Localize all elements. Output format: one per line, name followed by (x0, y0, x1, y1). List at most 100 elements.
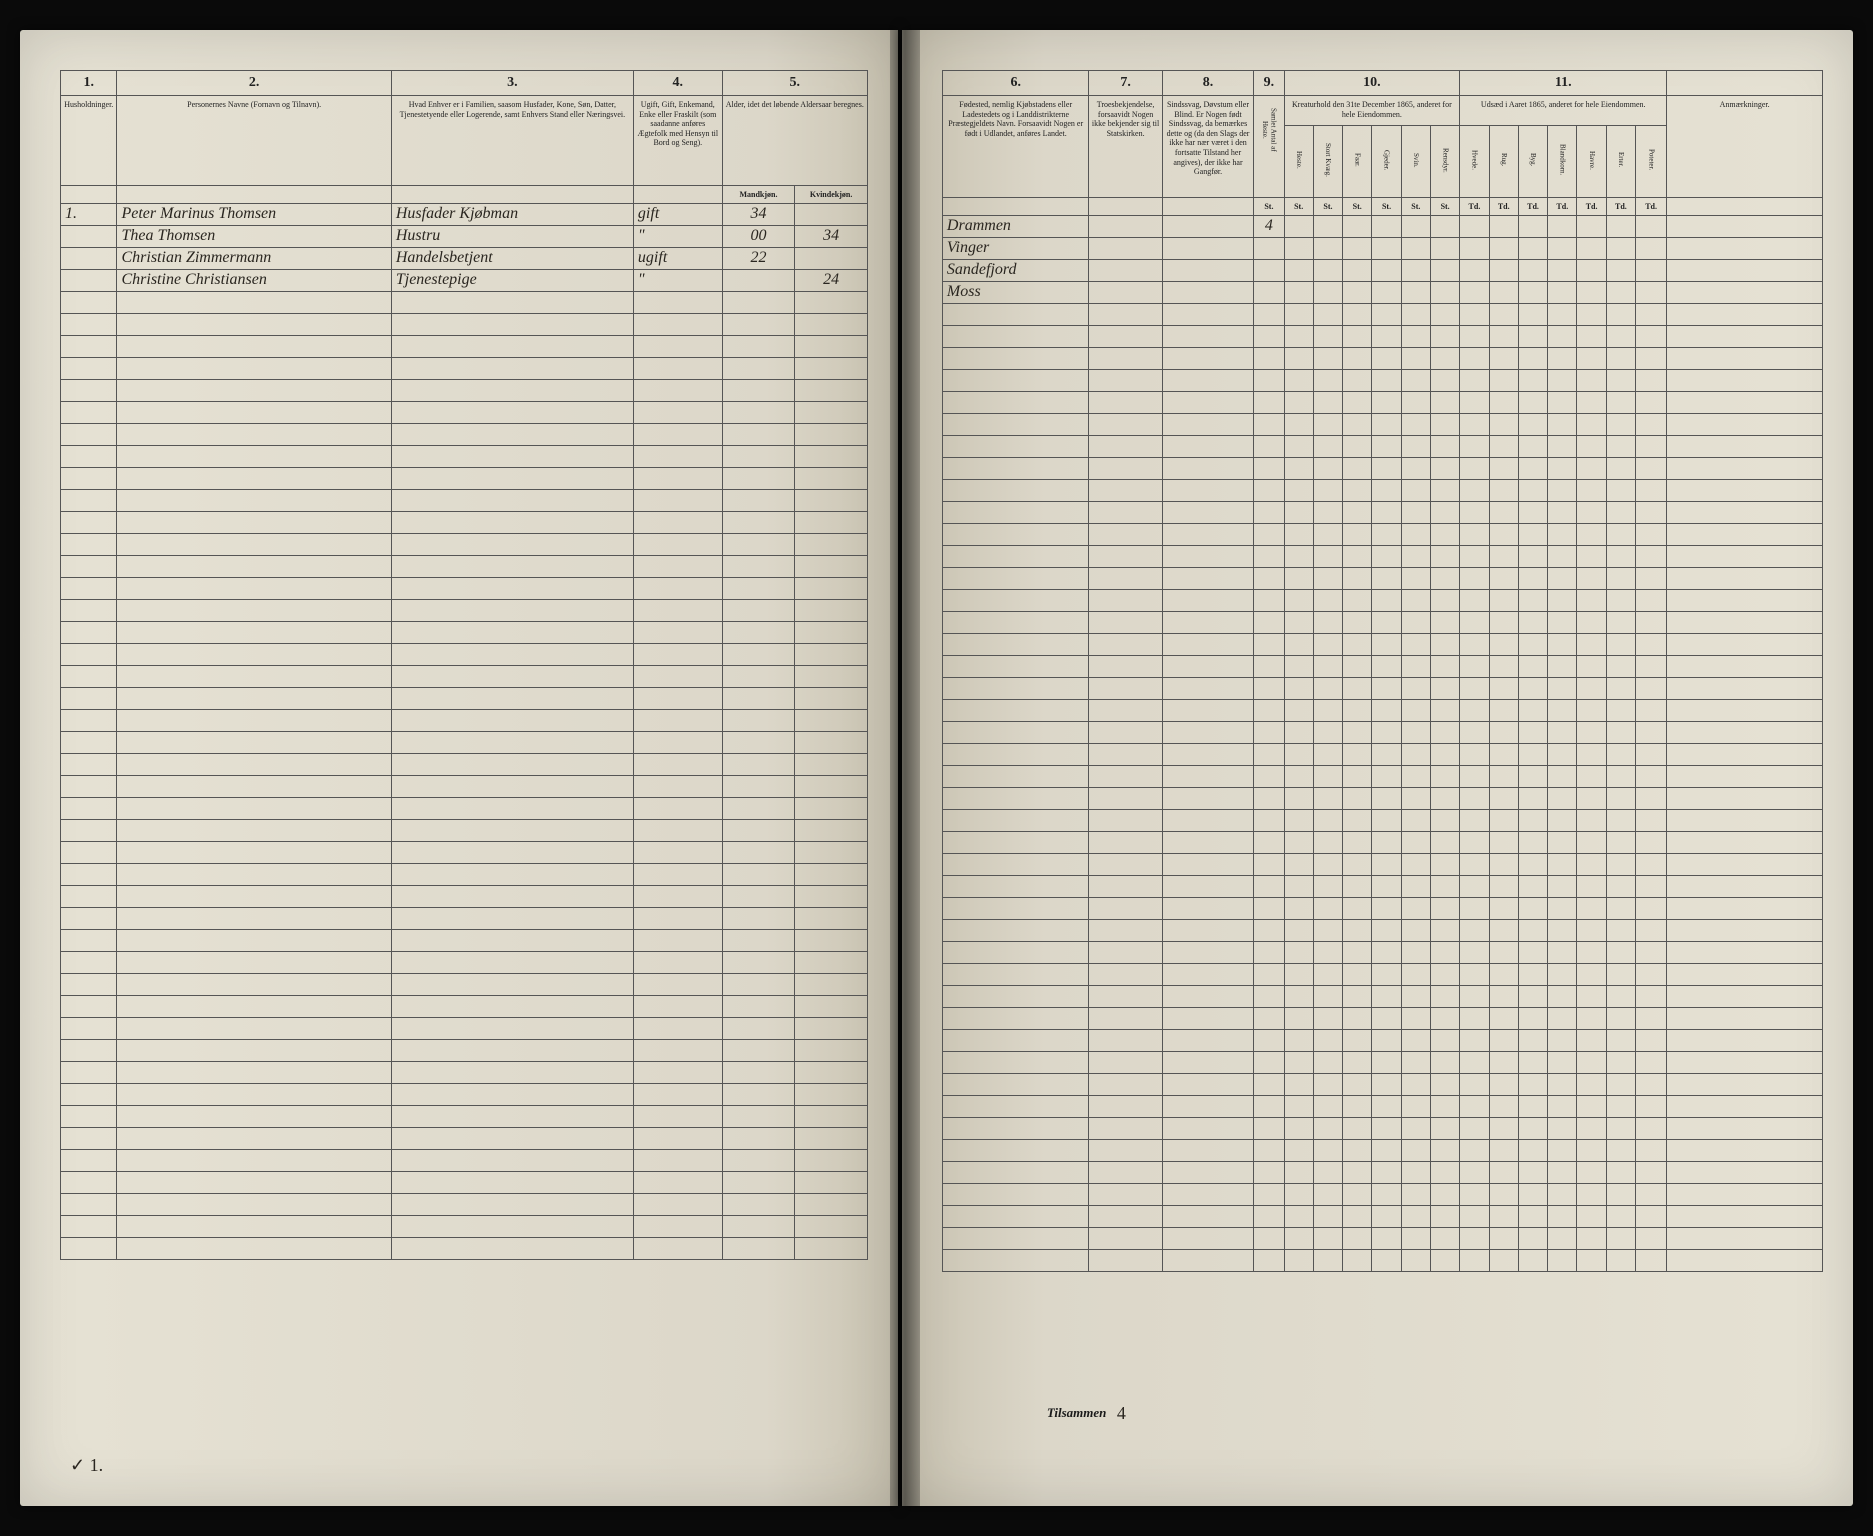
cell (1577, 281, 1606, 303)
cell (1518, 281, 1547, 303)
cell (1460, 215, 1489, 237)
cell-age_m: 34 (722, 204, 795, 226)
cell-age_k: 24 (795, 270, 868, 292)
col10-num: 10. (1284, 71, 1460, 96)
col2-header: Personernes Navne (Fornavn og Tilnavn). (117, 96, 391, 186)
empty-row (942, 1073, 1822, 1095)
empty-row (61, 644, 868, 666)
empty-row (942, 1183, 1822, 1205)
empty-row (942, 1007, 1822, 1029)
col9-header: Samlet Antal af Heste. (1254, 96, 1284, 198)
empty-row (942, 633, 1822, 655)
cell (1401, 237, 1430, 259)
cell-hh (61, 226, 117, 248)
cell (1518, 237, 1547, 259)
empty-row (61, 886, 868, 908)
cell-role: Hustru (391, 226, 633, 248)
cell (1089, 237, 1162, 259)
col11-unit: Td. (1489, 197, 1518, 215)
cell-role: Tjenestepige (391, 270, 633, 292)
empty-row (61, 446, 868, 468)
empty-row (942, 721, 1822, 743)
col3-header: Hvad Enhver er i Familien, saasom Husfad… (391, 96, 633, 186)
cell-age_k (795, 248, 868, 270)
empty-row (942, 1117, 1822, 1139)
right-footer-label: Tilsammen (1047, 1405, 1106, 1421)
cell (1667, 237, 1823, 259)
cell (1606, 237, 1635, 259)
col11-sub: Blandkorn. (1548, 126, 1577, 198)
empty-row (61, 952, 868, 974)
empty-row (61, 1040, 868, 1062)
cell (1489, 281, 1518, 303)
col10-unit: St. (1372, 197, 1401, 215)
empty-row (942, 699, 1822, 721)
cell (1636, 281, 1667, 303)
cell (1162, 215, 1254, 237)
table-row: Christine ChristiansenTjenestepige"24 (61, 270, 868, 292)
col6-header: Fødested, nemlig Kjøbstadens eller Lades… (942, 96, 1089, 198)
col7-num: 7. (1089, 71, 1162, 96)
cell (1162, 281, 1254, 303)
empty-row (942, 655, 1822, 677)
cell (1636, 259, 1667, 281)
left-footer-mark: ✓ 1. (70, 1455, 103, 1476)
col11-unit: Td. (1518, 197, 1547, 215)
col11-num: 11. (1460, 71, 1667, 96)
right-table: 6. 7. 8. 9. 10. 11. Fødested, nemlig Kjø… (942, 70, 1823, 1272)
col8-header: Sindssvag, Døvstum eller Blind. Er Nogen… (1162, 96, 1254, 198)
empty-row (942, 787, 1822, 809)
cell (1284, 259, 1313, 281)
cell-age_m: 00 (722, 226, 795, 248)
cell (1489, 237, 1518, 259)
col8-num: 8. (1162, 71, 1254, 96)
empty-row (61, 996, 868, 1018)
empty-row (61, 974, 868, 996)
cell-name: Christian Zimmermann (117, 248, 391, 270)
cell-role: Husfader Kjøbman (391, 204, 633, 226)
cell-role: Handelsbetjent (391, 248, 633, 270)
col10-sub: Rensdyr. (1430, 126, 1459, 198)
cell (1636, 237, 1667, 259)
col11-sub: Rug. (1489, 126, 1518, 198)
cell (1430, 259, 1459, 281)
cell (1372, 281, 1401, 303)
col5-sub-k: Kvindekjøn. (795, 186, 868, 204)
col10-sub: Gjeder. (1372, 126, 1401, 198)
col11-sub: Byg. (1518, 126, 1547, 198)
empty-row (61, 1128, 868, 1150)
empty-row (942, 963, 1822, 985)
cell (1401, 259, 1430, 281)
empty-row (61, 380, 868, 402)
empty-row (61, 1238, 868, 1260)
empty-row (942, 501, 1822, 523)
empty-row (942, 1205, 1822, 1227)
col10-unit: St. (1430, 197, 1459, 215)
empty-row (942, 479, 1822, 501)
empty-row (61, 512, 868, 534)
empty-row (942, 941, 1822, 963)
empty-row (942, 1095, 1822, 1117)
cell (1372, 215, 1401, 237)
cell (1343, 259, 1372, 281)
empty-row (61, 1172, 868, 1194)
empty-row (61, 732, 868, 754)
table-row: Vinger (942, 237, 1822, 259)
empty-row (61, 1150, 868, 1172)
empty-row (942, 347, 1822, 369)
empty-row (942, 611, 1822, 633)
empty-row (942, 545, 1822, 567)
cell-hh (61, 270, 117, 292)
empty-row (61, 798, 868, 820)
col5-num: 5. (722, 71, 867, 96)
empty-row (61, 424, 868, 446)
cell (1430, 215, 1459, 237)
empty-row (61, 754, 868, 776)
col1-header: Husholdninger. (61, 96, 117, 186)
col-remarks-header: Anmærkninger. (1667, 96, 1823, 198)
cell (1667, 259, 1823, 281)
empty-row (61, 930, 868, 952)
empty-row (61, 578, 868, 600)
cell-status: " (633, 226, 722, 248)
cell: Drammen (942, 215, 1089, 237)
